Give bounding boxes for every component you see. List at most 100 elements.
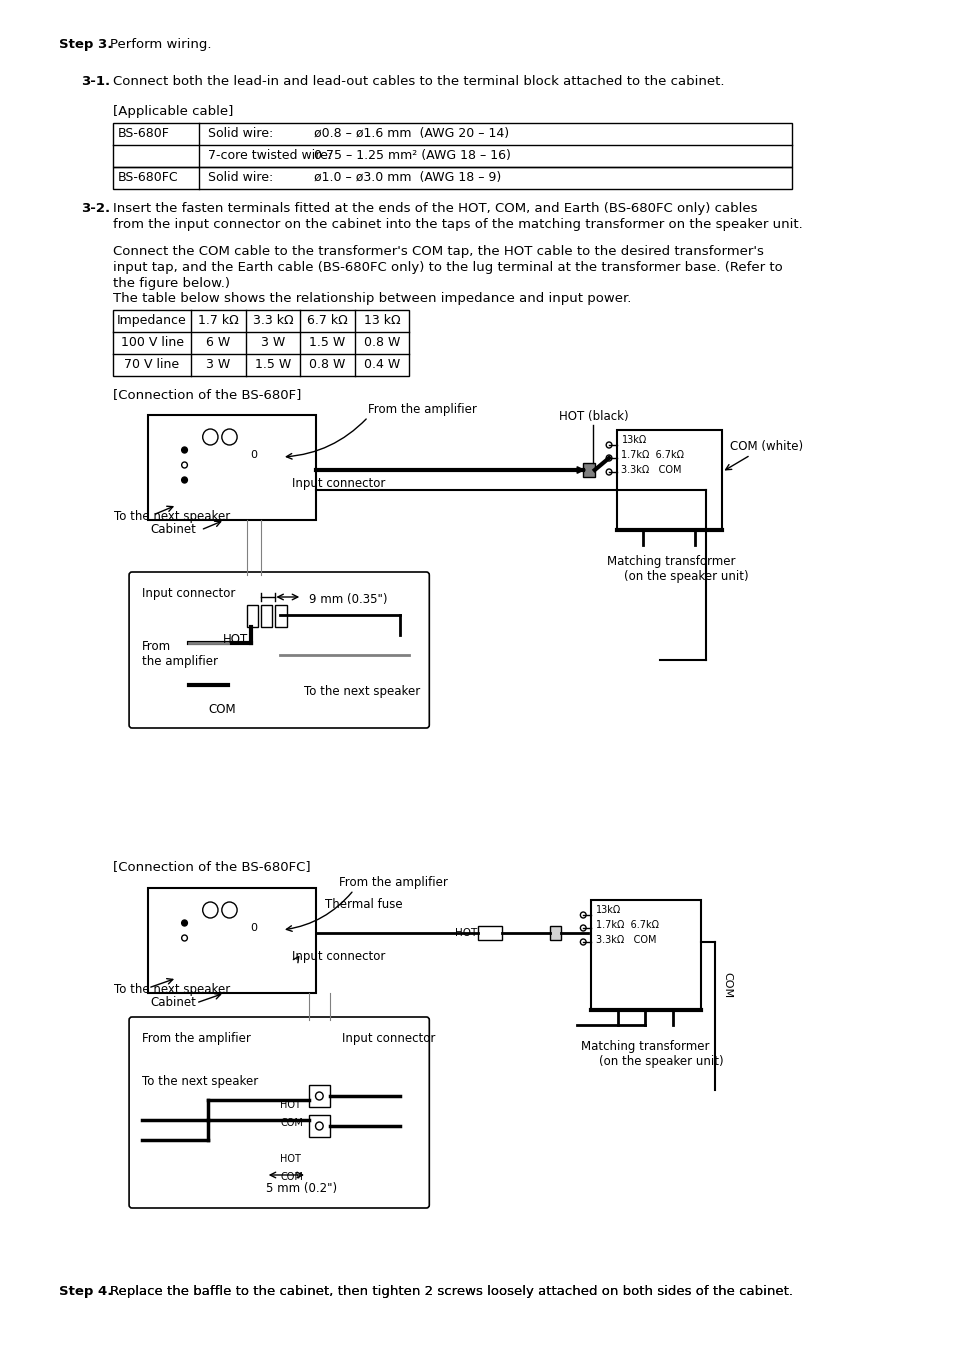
Text: input tap, and the Earth cable (BS-680FC only) to the lug terminal at the transf: input tap, and the Earth cable (BS-680FC… — [112, 261, 781, 274]
Bar — [112, 309, 409, 376]
Text: Step 4.: Step 4. — [59, 1285, 112, 1298]
Circle shape — [222, 430, 237, 444]
Text: Cabinet: Cabinet — [150, 996, 195, 1009]
Circle shape — [579, 912, 585, 917]
Text: Cabinet: Cabinet — [150, 523, 195, 536]
Text: 13 kΩ: 13 kΩ — [363, 313, 400, 327]
Text: 3.3kΩ   COM: 3.3kΩ COM — [620, 465, 681, 476]
Text: (on the speaker unit): (on the speaker unit) — [623, 570, 748, 584]
Bar — [112, 123, 791, 168]
Circle shape — [181, 462, 187, 467]
Text: HOT: HOT — [455, 928, 476, 938]
Circle shape — [202, 430, 218, 444]
Text: To the next speaker: To the next speaker — [141, 1075, 257, 1088]
Text: ø0.8 – ø1.6 mm  (AWG 20 – 14): ø0.8 – ø1.6 mm (AWG 20 – 14) — [314, 127, 508, 141]
Text: 9 mm (0.35"): 9 mm (0.35") — [309, 593, 387, 607]
Text: Solid wire:: Solid wire: — [208, 127, 274, 141]
Text: HOT: HOT — [223, 634, 248, 646]
Text: from the input connector on the cabinet into the taps of the matching transforme: from the input connector on the cabinet … — [112, 218, 801, 231]
Text: 3-2.: 3-2. — [81, 203, 111, 215]
Text: Connect both the lead-in and lead-out cables to the terminal block attached to t: Connect both the lead-in and lead-out ca… — [112, 76, 723, 88]
Circle shape — [315, 1121, 323, 1129]
Circle shape — [181, 935, 187, 942]
Text: Impedance: Impedance — [117, 313, 187, 327]
Text: HOT: HOT — [280, 1100, 301, 1111]
Text: Thermal fuse: Thermal fuse — [325, 898, 402, 911]
Text: COM: COM — [721, 971, 731, 998]
Text: 1.7kΩ  6.7kΩ: 1.7kΩ 6.7kΩ — [595, 920, 658, 929]
Text: 0: 0 — [250, 450, 256, 459]
Text: From the amplifier: From the amplifier — [141, 1032, 250, 1046]
Text: COM: COM — [280, 1119, 303, 1128]
Text: The table below shows the relationship between impedance and input power.: The table below shows the relationship b… — [112, 292, 631, 305]
Text: From: From — [141, 640, 171, 653]
Text: COM (white): COM (white) — [729, 440, 801, 453]
Circle shape — [605, 469, 611, 476]
Text: 0.8 W: 0.8 W — [363, 336, 399, 349]
Circle shape — [579, 925, 585, 931]
Bar — [261, 605, 273, 627]
Text: 7-core twisted wire:: 7-core twisted wire: — [208, 149, 333, 162]
Circle shape — [605, 442, 611, 449]
Bar — [582, 463, 594, 477]
Text: 1.7kΩ  6.7kΩ: 1.7kΩ 6.7kΩ — [620, 450, 683, 459]
Bar — [247, 605, 258, 627]
Text: Input connector: Input connector — [141, 586, 234, 600]
Text: the figure below.): the figure below.) — [112, 277, 230, 290]
Text: BS-680F: BS-680F — [117, 127, 170, 141]
Text: 3 W: 3 W — [260, 336, 285, 349]
Text: 6.7 kΩ: 6.7 kΩ — [307, 313, 348, 327]
Circle shape — [579, 939, 585, 944]
Text: [Connection of the BS-680F]: [Connection of the BS-680F] — [112, 388, 301, 401]
Text: 1.5 W: 1.5 W — [254, 358, 291, 372]
Text: 3 W: 3 W — [206, 358, 231, 372]
Text: Perform wiring.: Perform wiring. — [110, 38, 212, 51]
Text: Solid wire:: Solid wire: — [208, 172, 274, 184]
Text: ø1.0 – ø3.0 mm  (AWG 18 – 9): ø1.0 – ø3.0 mm (AWG 18 – 9) — [314, 172, 500, 184]
Text: HOT: HOT — [280, 1154, 301, 1165]
Text: [Connection of the BS-680FC]: [Connection of the BS-680FC] — [112, 861, 310, 873]
Text: COM: COM — [208, 703, 235, 716]
Bar — [148, 415, 315, 520]
Text: Matching transformer: Matching transformer — [580, 1040, 709, 1052]
Circle shape — [222, 902, 237, 917]
Bar — [309, 1085, 330, 1106]
Text: 1.7 kΩ: 1.7 kΩ — [198, 313, 238, 327]
FancyBboxPatch shape — [129, 1017, 429, 1208]
Text: Input connector: Input connector — [292, 477, 385, 490]
Text: 3.3 kΩ: 3.3 kΩ — [253, 313, 293, 327]
Text: 13kΩ: 13kΩ — [620, 435, 646, 444]
Text: Input connector: Input connector — [342, 1032, 436, 1046]
FancyBboxPatch shape — [129, 571, 429, 728]
Text: 3.3kΩ   COM: 3.3kΩ COM — [595, 935, 656, 944]
Text: [Applicable cable]: [Applicable cable] — [112, 105, 233, 118]
Bar — [309, 1115, 330, 1138]
Text: Connect the COM cable to the transformer's COM tap, the HOT cable to the desired: Connect the COM cable to the transformer… — [112, 245, 763, 258]
Circle shape — [181, 920, 187, 925]
Text: 5 mm (0.2"): 5 mm (0.2") — [266, 1182, 336, 1196]
Text: Insert the fasten terminals fitted at the ends of the HOT, COM, and Earth (BS-68: Insert the fasten terminals fitted at th… — [112, 203, 757, 215]
Text: Input connector: Input connector — [292, 950, 385, 963]
Bar — [477, 925, 501, 940]
Bar — [112, 168, 791, 189]
Text: 0.4 W: 0.4 W — [363, 358, 399, 372]
Text: 6 W: 6 W — [206, 336, 231, 349]
Circle shape — [202, 902, 218, 917]
Text: HOT (black): HOT (black) — [558, 409, 628, 423]
Circle shape — [181, 477, 187, 484]
Text: 0: 0 — [250, 923, 256, 934]
Bar — [616, 430, 721, 530]
Text: 1.5 W: 1.5 W — [309, 336, 345, 349]
Text: 13kΩ: 13kΩ — [595, 905, 620, 915]
Text: BS-680FC: BS-680FC — [117, 172, 178, 184]
Text: COM: COM — [280, 1173, 303, 1182]
Text: 3-1.: 3-1. — [81, 76, 111, 88]
Text: From the amplifier: From the amplifier — [339, 875, 448, 889]
Text: the amplifier: the amplifier — [141, 655, 217, 667]
Text: Matching transformer: Matching transformer — [606, 555, 735, 567]
Text: From the amplifier: From the amplifier — [368, 403, 476, 416]
Text: (on the speaker unit): (on the speaker unit) — [598, 1055, 722, 1069]
Text: Step 3.: Step 3. — [59, 38, 112, 51]
Circle shape — [181, 447, 187, 453]
Text: To the next speaker: To the next speaker — [304, 685, 420, 698]
